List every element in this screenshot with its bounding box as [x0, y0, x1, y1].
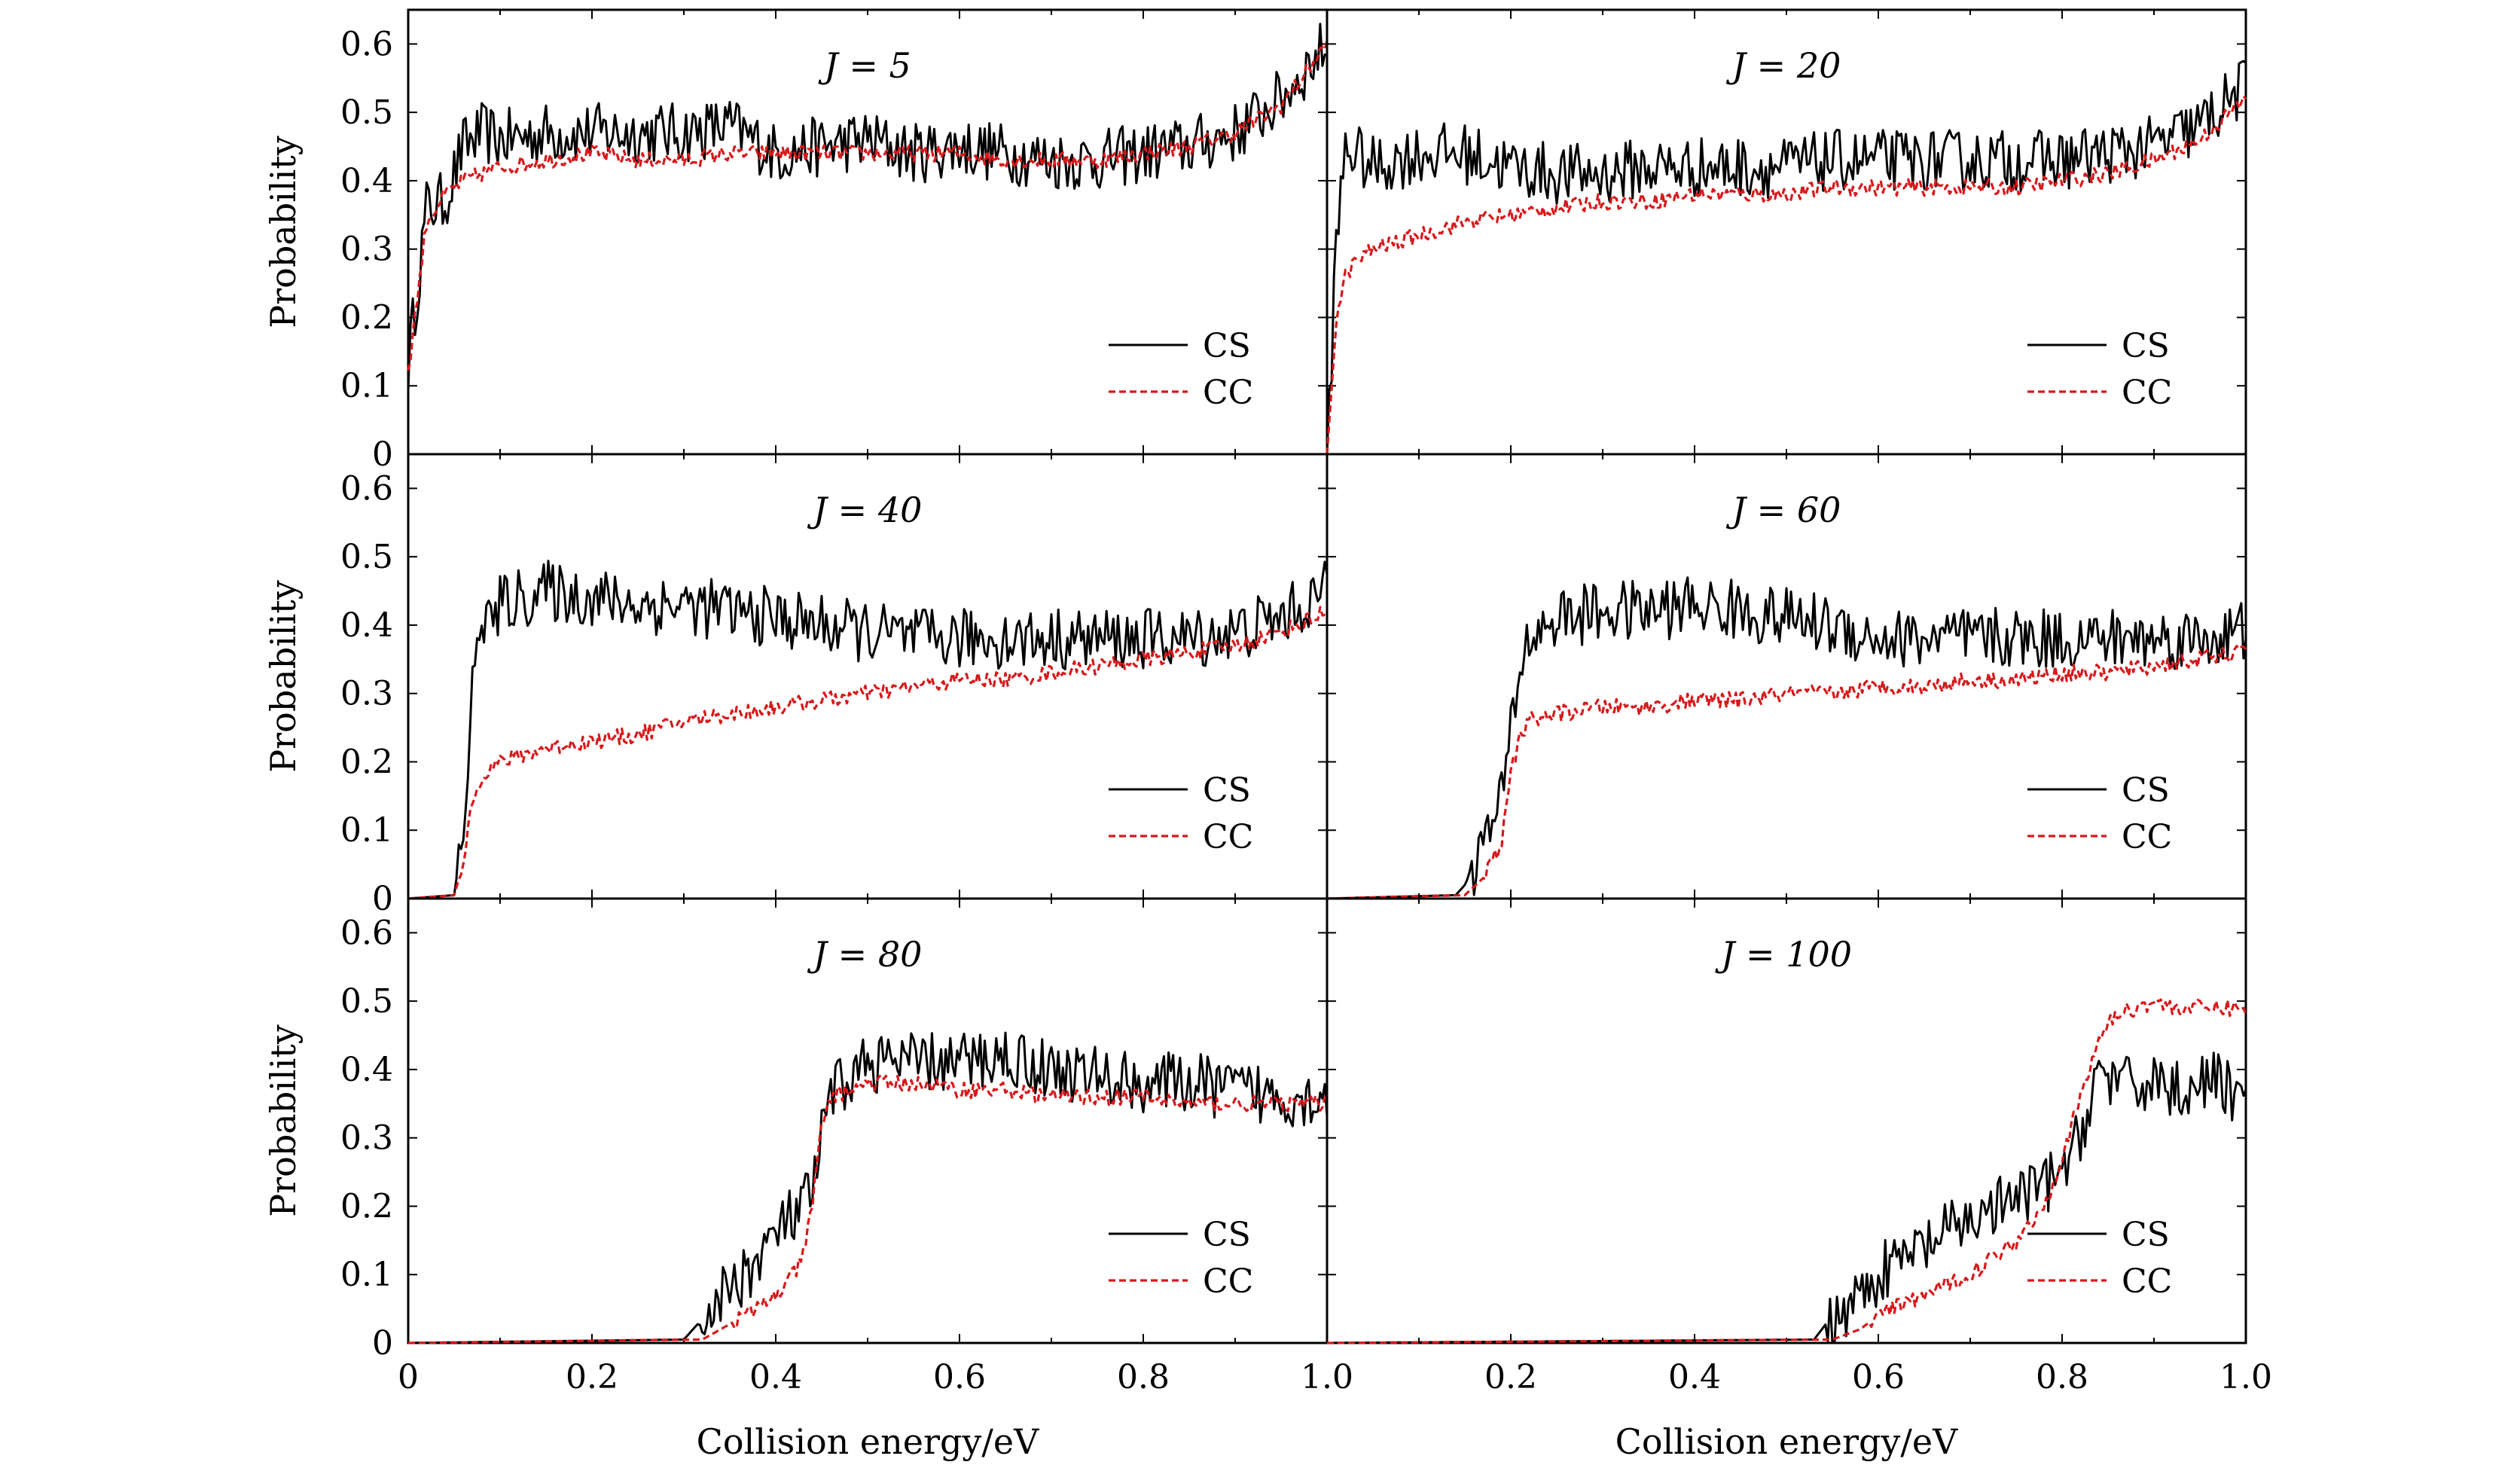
- panel-title: J = 60: [1726, 490, 1841, 530]
- y-tick-label: 0.5: [340, 982, 393, 1021]
- y-tick-label: 0.2: [340, 743, 393, 781]
- series-line-cc: [408, 1073, 1329, 1344]
- y-tick-label: 0.4: [340, 606, 393, 645]
- x-tick-label: 0.6: [933, 1358, 986, 1396]
- series-line-cc: [1326, 95, 2247, 455]
- y-tick-label: 0.1: [340, 1256, 393, 1294]
- y-tick-label: 0.5: [340, 93, 393, 132]
- y-tick-label: 0.6: [340, 469, 393, 508]
- x-tick-label: 0: [398, 1358, 419, 1396]
- y-tick-label: 0.6: [340, 914, 393, 952]
- series-line-cs: [407, 560, 1329, 900]
- y-tick-label: 0.1: [340, 811, 393, 850]
- series-line-cc: [1327, 998, 2247, 1344]
- series-line-cs: [407, 23, 1328, 391]
- legend-label-cs: CS: [2122, 327, 2170, 365]
- panel-title: J = 20: [1726, 45, 1841, 86]
- y-tick-label: 0.4: [340, 1051, 393, 1089]
- legend-label-cs: CS: [1203, 327, 1251, 365]
- series-line-cs: [408, 1031, 1329, 1344]
- y-tick-label: 0.3: [340, 230, 393, 269]
- x-axis-title: Collision energy/eV: [1615, 1421, 1959, 1462]
- y-tick-label: 0.3: [340, 1119, 393, 1158]
- x-tick-label: 0.4: [1668, 1358, 1721, 1396]
- series-line-cc: [407, 606, 1328, 900]
- x-tick-label: 1.0: [1301, 1358, 1353, 1396]
- panel-title: J = 40: [807, 490, 923, 530]
- y-tick-label: 0.5: [340, 538, 393, 576]
- x-tick-label: 0.8: [1117, 1358, 1170, 1396]
- series-line-cs: [1326, 60, 2247, 455]
- x-tick-label: 0.2: [1484, 1358, 1537, 1396]
- legend-label-cc: CC: [2122, 374, 2172, 412]
- legend-label-cs: CS: [1203, 1216, 1251, 1254]
- y-tick-label: 0.2: [340, 1187, 393, 1225]
- y-tick-label: 0.3: [340, 675, 393, 713]
- legend-label-cc: CC: [1203, 374, 1253, 412]
- x-tick-label: 0.2: [566, 1358, 618, 1396]
- legend-label-cs: CS: [2122, 771, 2170, 810]
- x-axis-title: Collision energy/eV: [697, 1421, 1040, 1462]
- series-line-cc: [1326, 645, 2247, 900]
- y-tick-label: 0.4: [340, 162, 393, 200]
- y-tick-label: 0.6: [340, 25, 393, 63]
- y-axis-title: Probability: [263, 136, 304, 328]
- y-tick-label: 0: [372, 880, 393, 918]
- panel-title: J = 80: [807, 934, 923, 975]
- x-tick-label: 0.4: [749, 1358, 802, 1396]
- legend-label-cs: CS: [2122, 1216, 2170, 1254]
- y-tick-label: 0: [372, 1324, 393, 1363]
- legend-label-cc: CC: [1203, 1262, 1253, 1301]
- legend-label-cc: CC: [2122, 818, 2172, 856]
- x-tick-label: 0.8: [2036, 1358, 2088, 1396]
- series-line-cc: [407, 39, 1329, 371]
- legend-label-cc: CC: [2122, 1262, 2172, 1301]
- y-axis-title: Probability: [263, 580, 304, 773]
- x-tick-label: 1.0: [2219, 1358, 2272, 1396]
- series-line-cs: [1327, 1051, 2247, 1344]
- series-line-cs: [1326, 576, 2247, 900]
- panel-title: J = 5: [818, 45, 911, 86]
- y-tick-label: 0: [372, 435, 393, 474]
- x-tick-label: 0.6: [1852, 1358, 1905, 1396]
- panel-title: J = 100: [1715, 934, 1852, 975]
- legend-label-cc: CC: [1203, 818, 1253, 856]
- y-axis-title: Probability: [263, 1024, 304, 1217]
- y-tick-label: 0.1: [340, 367, 393, 405]
- legend-label-cs: CS: [1203, 771, 1251, 810]
- y-tick-label: 0.2: [340, 298, 393, 337]
